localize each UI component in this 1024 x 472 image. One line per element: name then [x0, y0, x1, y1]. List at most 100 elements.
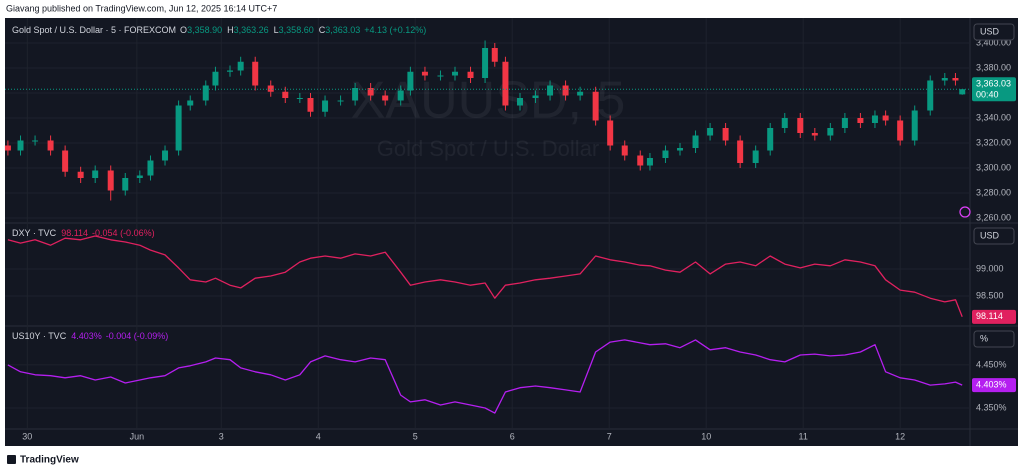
- y-tick-label: 3,300.00: [976, 162, 1011, 172]
- currency-box: [973, 330, 1015, 348]
- candle-body: [282, 91, 289, 98]
- candle-body: [607, 120, 614, 146]
- candle-body: [952, 78, 959, 81]
- currency-box: [973, 227, 1015, 245]
- x-tick-label: 3: [219, 431, 224, 441]
- x-tick-label: 5: [413, 431, 418, 441]
- candle-body: [897, 120, 904, 141]
- legend: Gold Spot / U.S. Dollar · 5 · FOREXCOM O3…: [12, 25, 426, 35]
- candle-body: [212, 71, 219, 86]
- currency-label: USD: [980, 26, 1000, 36]
- candle-body: [352, 88, 359, 101]
- footer-brand: TradingView: [20, 455, 79, 466]
- x-tick-label: 12: [895, 431, 905, 441]
- legend-name: Gold Spot / U.S. Dollar · 5 · FOREXCOM: [12, 25, 176, 35]
- candle-body: [367, 88, 374, 96]
- legend-key: H: [227, 25, 234, 35]
- series-line: [7, 235, 963, 318]
- y-tick-label: 3,320.00: [976, 137, 1011, 147]
- publish-header: Giavang published on TradingView.com, Ju…: [6, 3, 277, 13]
- candle-body: [592, 91, 599, 121]
- candle-body: [577, 91, 584, 96]
- candle-body: [296, 98, 303, 99]
- candle-body: [841, 118, 848, 128]
- candle-body: [32, 140, 39, 142]
- x-tick-label: 4: [316, 431, 321, 441]
- y-tick-label: 3,400.00: [976, 37, 1011, 47]
- x-tick-label: Jun: [130, 431, 145, 441]
- event-icon[interactable]: [959, 206, 971, 218]
- candle-body: [437, 75, 444, 77]
- last-value-tag: [972, 309, 1016, 324]
- candle-body: [646, 158, 653, 166]
- x-tick-label: 6: [510, 431, 515, 441]
- x-tick-label: 30: [22, 431, 32, 441]
- candle-body: [491, 48, 498, 62]
- candle-body: [547, 85, 554, 96]
- candle-body: [781, 118, 788, 128]
- candle-body: [122, 178, 129, 191]
- y-tick-label: 4.450%: [976, 359, 1007, 369]
- x-tick-label: 11: [799, 431, 808, 441]
- series-line: [7, 339, 963, 414]
- x-tick-label: 10: [701, 431, 711, 441]
- candle-body: [752, 150, 759, 163]
- candle-body: [187, 100, 194, 106]
- candle-body: [767, 128, 774, 151]
- legend-value: 3,358.60: [279, 25, 314, 35]
- candle-body: [107, 170, 114, 191]
- x-tick-label: 7: [607, 431, 612, 441]
- candle-body: [202, 85, 209, 101]
- candle-body: [322, 100, 329, 112]
- candle-body: [136, 175, 143, 178]
- legend-key: L: [274, 25, 279, 35]
- candle-body: [62, 150, 69, 172]
- candle-body: [92, 170, 99, 178]
- candle-body: [662, 150, 669, 158]
- y-tick-label: 4.350%: [976, 402, 1007, 412]
- legend-value: 3,363.26: [234, 25, 269, 35]
- candle-body: [722, 128, 729, 141]
- legend: DXY · TVC 98.114 -0.054 (-0.06%): [12, 228, 155, 238]
- logo-mark: [7, 455, 16, 464]
- y-tick-label: 99.000: [976, 263, 1004, 273]
- candle-body: [532, 95, 539, 98]
- currency-label: USD: [980, 230, 1000, 240]
- legend-name: US10Y · TVC: [12, 331, 67, 341]
- legend-change: -0.004 (-0.09%): [106, 331, 169, 341]
- candle-body: [882, 115, 889, 121]
- candle-body: [307, 98, 314, 112]
- last-value-tag: [972, 378, 1016, 393]
- y-tick-label: 3,260.00: [976, 212, 1011, 222]
- candle-body: [77, 171, 84, 178]
- legend-value: 3,358.90: [187, 25, 222, 35]
- footer-logo: TradingView: [7, 455, 79, 466]
- last-value-label: 98.114: [976, 311, 1003, 321]
- candle-body: [797, 118, 804, 133]
- y-tick-label: 98.500: [976, 290, 1004, 300]
- candle-body: [621, 145, 628, 156]
- legend-key: C: [319, 25, 326, 35]
- candle-body: [267, 85, 274, 92]
- candle-body: [227, 70, 234, 72]
- candle-body: [707, 128, 714, 136]
- watermark: XAUUSD, 5: [351, 72, 626, 130]
- candle-body: [421, 71, 428, 76]
- candle-body: [677, 148, 684, 151]
- bar-countdown: 00:40: [976, 90, 999, 100]
- last-price-tag: [972, 77, 1016, 102]
- candle-body: [175, 105, 182, 151]
- candle-body: [397, 90, 404, 101]
- legend-key: O: [180, 25, 187, 35]
- legend-value: 4.403%: [71, 331, 102, 341]
- legend-change: +4.13 (+0.12%): [364, 25, 426, 35]
- candle-body: [857, 118, 864, 123]
- candle-body: [17, 140, 24, 151]
- candle-body: [637, 155, 644, 166]
- candle-body: [516, 98, 523, 106]
- candle-body: [47, 140, 54, 151]
- candle-body: [911, 110, 918, 141]
- watermark-subtitle: Gold Spot / U.S. Dollar: [377, 136, 600, 161]
